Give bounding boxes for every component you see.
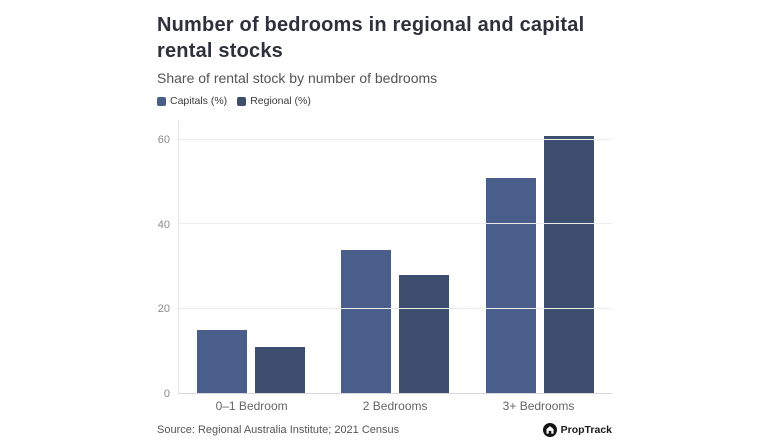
x-axis-spacer xyxy=(150,399,178,413)
legend-label: Regional (%) xyxy=(250,95,311,107)
legend-swatch xyxy=(237,96,247,106)
y-tick-label: 60 xyxy=(157,134,170,147)
brand-logo: PropTrack xyxy=(542,423,612,437)
legend-swatch xyxy=(157,96,166,106)
x-axis-labels: 0–1 Bedroom 2 Bedrooms 3+ Bedrooms xyxy=(178,399,612,413)
gridline xyxy=(179,307,612,309)
x-axis-label: 2 Bedrooms xyxy=(362,399,428,413)
page-title: Number of bedrooms in regional and capit… xyxy=(157,14,585,62)
source-note: Source: Regional Australia Institute; 20… xyxy=(157,424,400,436)
bar xyxy=(341,249,392,393)
x-axis-label: 0–1 Bedroom xyxy=(215,399,288,413)
bar xyxy=(197,329,248,393)
chart-footer: Source: Regional Australia Institute; 20… xyxy=(150,423,612,437)
bar xyxy=(485,177,536,393)
bar-group xyxy=(197,121,306,393)
y-tick-label: 40 xyxy=(157,218,170,231)
proptrack-house-icon xyxy=(542,423,557,437)
chart-header: Number of bedrooms in regional and capit… xyxy=(150,12,612,107)
legend-item-capitals: Capitals (%) xyxy=(157,95,227,107)
legend-label: Capitals (%) xyxy=(170,95,228,107)
legend: Capitals (%) Regional (%) xyxy=(157,95,612,107)
gridline xyxy=(179,138,612,140)
bar-groups xyxy=(179,121,612,393)
bar-chart: 0 20 40 60 xyxy=(150,121,612,400)
y-axis: 0 20 40 60 xyxy=(150,121,178,400)
legend-item-regional: Regional (%) xyxy=(237,95,311,107)
bar xyxy=(399,274,450,393)
bar xyxy=(255,346,306,393)
x-axis: 0–1 Bedroom 2 Bedrooms 3+ Bedrooms xyxy=(150,399,612,413)
bar-group xyxy=(485,121,594,393)
plot-area xyxy=(178,121,612,394)
gridline xyxy=(179,223,612,225)
bar-group xyxy=(341,121,450,393)
brand-name: PropTrack xyxy=(560,424,612,436)
chart-card: Number of bedrooms in regional and capit… xyxy=(150,12,612,437)
bar xyxy=(543,135,594,393)
y-tick-label: 0 xyxy=(163,388,170,400)
y-tick-label: 20 xyxy=(157,303,170,316)
x-axis-label: 3+ Bedrooms xyxy=(502,399,575,413)
chart-subtitle: Share of rental stock by number of bedro… xyxy=(157,70,438,86)
